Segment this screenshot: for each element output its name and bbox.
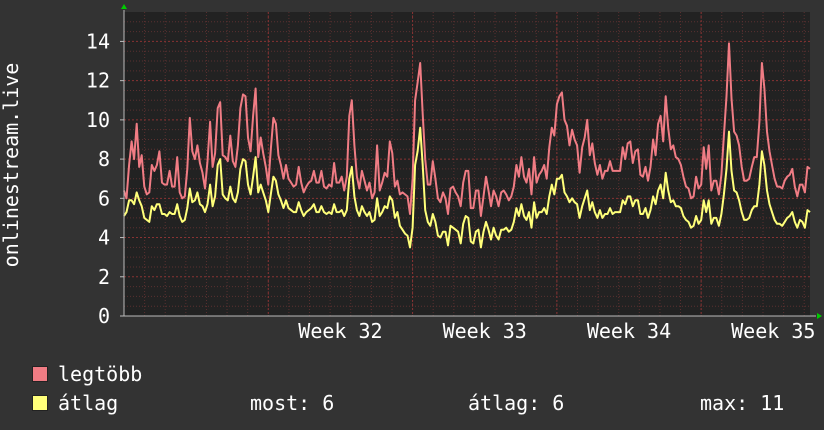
x-tick-labels: Week 32 Week 33 Week 34 Week 35 bbox=[298, 319, 815, 340]
x-tick-label: Week 35 bbox=[731, 319, 815, 340]
x-tick-label: Week 33 bbox=[443, 319, 527, 340]
y-tick-labels: 0 2 4 6 8 10 12 14 bbox=[86, 29, 110, 328]
legend-item-legtobb: legtöbb bbox=[32, 362, 142, 386]
y-tick-label: 14 bbox=[86, 29, 110, 53]
x-tick-label: Week 34 bbox=[587, 319, 671, 340]
legend-label-legtobb: legtöbb bbox=[58, 362, 143, 386]
y-axis-arrow-icon bbox=[121, 4, 127, 9]
legend-label-atlag: átlag bbox=[58, 391, 119, 415]
y-tick-label: 4 bbox=[98, 226, 110, 250]
stat-max: max: 11 bbox=[700, 391, 785, 415]
legend-swatch-atlag bbox=[32, 395, 48, 411]
series-line-atlag bbox=[123, 126, 811, 249]
y-tick-label: 8 bbox=[98, 147, 110, 171]
plot-background bbox=[124, 12, 810, 316]
y-axis-label: onlinestream.live bbox=[0, 63, 23, 268]
y-tick-label: 6 bbox=[98, 186, 110, 210]
series-lines bbox=[123, 42, 811, 249]
stat-current: most: 6 bbox=[250, 391, 335, 415]
legend-swatch-legtobb bbox=[32, 366, 48, 382]
x-tick-label: Week 32 bbox=[298, 319, 382, 340]
axes bbox=[120, 4, 822, 319]
y-tick-label: 0 bbox=[98, 304, 110, 328]
y-tick-label: 10 bbox=[86, 108, 110, 132]
y-tick-label: 12 bbox=[86, 69, 110, 93]
x-axis-arrow-icon bbox=[817, 313, 822, 319]
chart: 0 2 4 6 8 10 12 14 Week 32 Week 33 Week 34 Week 35… bbox=[0, 4, 822, 340]
stat-average: átlag: 6 bbox=[468, 391, 565, 415]
legend-item-atlag: átlag bbox=[32, 391, 118, 415]
series-line-legtobb bbox=[123, 42, 811, 217]
y-tick-label: 2 bbox=[98, 265, 110, 289]
